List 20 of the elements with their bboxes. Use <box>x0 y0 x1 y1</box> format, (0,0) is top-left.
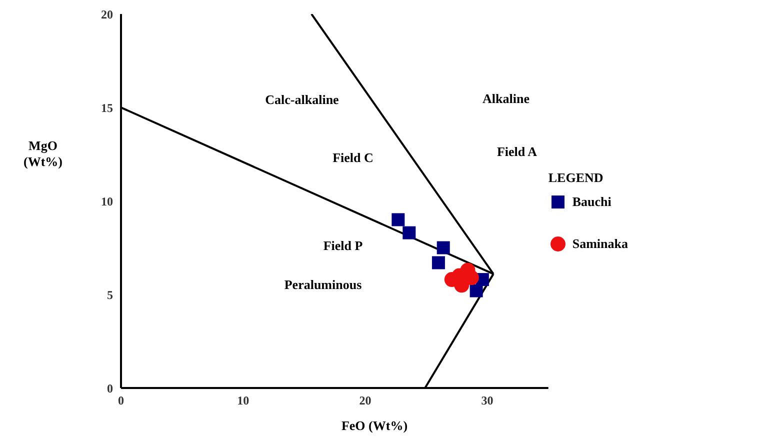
annotation: Alkaline <box>482 91 530 107</box>
legend-label: Saminaka <box>572 236 628 252</box>
y-axis-title: MgO (Wt%) <box>22 138 64 170</box>
x-axis-title: FeO (Wt%) <box>340 418 409 434</box>
legend-title: LEGEND <box>548 170 604 186</box>
y-tick-label: 0 <box>107 381 113 396</box>
x-tick-label: 0 <box>118 394 124 408</box>
annotation: Peraluminous <box>284 277 362 293</box>
annotation: Field C <box>332 150 374 166</box>
x-tick-label: 30 <box>481 394 494 408</box>
y-tick-label: 10 <box>101 194 113 208</box>
annotation: Field A <box>496 144 538 160</box>
annotation: Calc-alkaline <box>265 92 339 108</box>
y-tick-label: 20 <box>101 7 113 22</box>
x-tick-label: 20 <box>359 394 372 408</box>
y-tick-label: 5 <box>107 288 113 302</box>
annotation: Field P <box>323 238 363 254</box>
y-tick-label: 15 <box>101 100 113 115</box>
x-tick-label: 10 <box>237 394 250 408</box>
legend-label: Bauchi <box>572 194 612 210</box>
